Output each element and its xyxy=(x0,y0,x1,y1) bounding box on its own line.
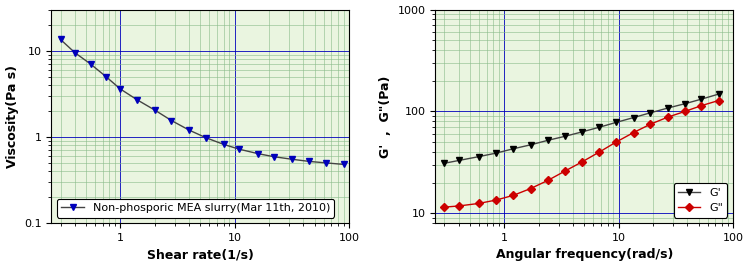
G" xyxy=(526,187,535,190)
Non-phosporic MEA slurry(Mar 11th, 2010) xyxy=(185,128,194,132)
G' xyxy=(595,125,604,129)
G' xyxy=(612,121,621,124)
G" xyxy=(680,110,689,113)
G' xyxy=(577,130,586,134)
G" xyxy=(543,179,552,182)
G" xyxy=(697,104,706,107)
G' xyxy=(455,159,464,162)
G" xyxy=(612,140,621,144)
Line: Non-phosporic MEA slurry(Mar 11th, 2010): Non-phosporic MEA slurry(Mar 11th, 2010) xyxy=(58,36,347,168)
Non-phosporic MEA slurry(Mar 11th, 2010) xyxy=(116,87,125,91)
Line: G': G' xyxy=(441,91,722,166)
G" xyxy=(714,99,723,102)
G' xyxy=(714,92,723,96)
Non-phosporic MEA slurry(Mar 11th, 2010) xyxy=(305,160,314,163)
G" xyxy=(509,194,518,197)
G' xyxy=(697,97,706,101)
Non-phosporic MEA slurry(Mar 11th, 2010) xyxy=(151,108,160,112)
G' xyxy=(629,116,638,119)
Non-phosporic MEA slurry(Mar 11th, 2010) xyxy=(219,143,228,146)
Non-phosporic MEA slurry(Mar 11th, 2010) xyxy=(86,62,95,66)
Non-phosporic MEA slurry(Mar 11th, 2010) xyxy=(167,119,176,122)
G" xyxy=(595,150,604,154)
Y-axis label: G'  ,  G"(Pa): G' , G"(Pa) xyxy=(379,75,392,158)
G" xyxy=(629,131,638,134)
X-axis label: Angular frequency(rad/s): Angular frequency(rad/s) xyxy=(496,249,673,261)
G' xyxy=(491,151,500,155)
G' xyxy=(664,107,673,110)
Non-phosporic MEA slurry(Mar 11th, 2010) xyxy=(270,155,279,158)
G" xyxy=(577,160,586,163)
G' xyxy=(509,147,518,150)
Non-phosporic MEA slurry(Mar 11th, 2010) xyxy=(56,38,65,41)
G" xyxy=(646,123,655,126)
Y-axis label: Viscosity(Pa s): Viscosity(Pa s) xyxy=(5,65,19,168)
Line: G": G" xyxy=(441,97,722,210)
Non-phosporic MEA slurry(Mar 11th, 2010) xyxy=(253,152,262,155)
G' xyxy=(680,102,689,105)
Non-phosporic MEA slurry(Mar 11th, 2010) xyxy=(201,136,210,139)
G" xyxy=(474,202,483,205)
G' xyxy=(474,155,483,158)
Legend: Non-phosporic MEA slurry(Mar 11th, 2010): Non-phosporic MEA slurry(Mar 11th, 2010) xyxy=(57,199,334,218)
X-axis label: Shear rate(1/s): Shear rate(1/s) xyxy=(147,249,254,261)
Non-phosporic MEA slurry(Mar 11th, 2010) xyxy=(133,98,142,101)
G" xyxy=(491,198,500,202)
Legend: G', G": G', G" xyxy=(673,183,727,218)
Non-phosporic MEA slurry(Mar 11th, 2010) xyxy=(70,51,79,54)
G" xyxy=(664,116,673,119)
Non-phosporic MEA slurry(Mar 11th, 2010) xyxy=(339,163,348,166)
G" xyxy=(560,170,569,173)
G' xyxy=(646,111,655,114)
G" xyxy=(455,204,464,207)
G" xyxy=(440,206,449,209)
G' xyxy=(543,139,552,142)
Non-phosporic MEA slurry(Mar 11th, 2010) xyxy=(235,148,244,151)
Non-phosporic MEA slurry(Mar 11th, 2010) xyxy=(288,158,297,161)
G' xyxy=(440,162,449,165)
Non-phosporic MEA slurry(Mar 11th, 2010) xyxy=(102,75,111,78)
Non-phosporic MEA slurry(Mar 11th, 2010) xyxy=(321,161,330,164)
G' xyxy=(526,143,535,146)
G' xyxy=(560,135,569,138)
